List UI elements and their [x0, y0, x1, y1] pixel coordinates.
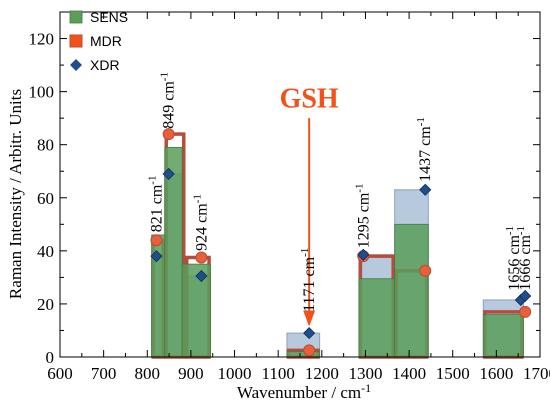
legend-label: SENS [90, 9, 128, 25]
peak-label: 1656 cm-1 [504, 226, 523, 291]
y-tick-label: 20 [37, 295, 54, 314]
x-tick-label: 1600 [479, 364, 513, 383]
peak-label: 1171 cm-1 [299, 248, 318, 312]
y-tick-label: 0 [46, 348, 55, 367]
y-tick-label: 120 [29, 30, 55, 49]
gsh-arrow-head [303, 310, 316, 327]
xdr-point [419, 183, 432, 196]
x-tick-label: 1100 [261, 364, 294, 383]
sens-bar [394, 223, 429, 358]
axes-layer: 600 700 800 900 1000 1100 1200 1300 1400 1500 1600… [29, 11, 550, 383]
x-axis-title: Wavenumber / cm-1 [237, 381, 371, 402]
legend-swatch-sens [69, 10, 83, 24]
annotation-layer: GSH [280, 84, 339, 327]
y-axis-title: Raman Intensity / Arbitr. Units [6, 89, 25, 299]
sens-bar [358, 278, 396, 358]
x-tick-label: 600 [47, 364, 73, 383]
x-tick-label: 1300 [348, 364, 382, 383]
legend-swatch-xdr [70, 59, 82, 71]
mdr-point [162, 128, 175, 141]
peak-label: 1295 cm-1 [353, 183, 372, 248]
mdr-point [303, 344, 316, 357]
mdr-point [150, 234, 163, 247]
legend-label: XDR [90, 57, 120, 73]
y-tick-label: 60 [37, 189, 54, 208]
peak-label: 849 cm-1 [159, 72, 178, 129]
xdr-point [162, 167, 175, 180]
peak-label: 1437 cm-1 [415, 117, 434, 182]
sens-bar [482, 314, 524, 358]
peak-label: 821 cm-1 [146, 176, 165, 233]
xdr-point [150, 250, 163, 263]
plot-frame [59, 11, 541, 358]
peak-labels-layer: 821 cm-1 849 cm-1 924 cm-1 1171 cm-1 1295 cm… [146, 72, 534, 312]
xdr-point [357, 248, 370, 261]
y-tick-label: 40 [37, 242, 54, 261]
x-tick-label: 900 [178, 364, 204, 383]
legend: SENS MDR XDR [69, 9, 128, 73]
xdr-point [195, 269, 208, 283]
mdr-point [519, 305, 532, 318]
mdr-point [419, 264, 432, 277]
sens-bar [181, 263, 211, 358]
x-tick-label: 1200 [305, 364, 339, 383]
peak-label: 1666 cm-1 [515, 226, 534, 291]
x-tick-label: 1400 [392, 364, 426, 383]
sens-bar [164, 146, 183, 358]
legend-swatch-mdr [69, 34, 83, 48]
gsh-label: GSH [280, 84, 339, 115]
legend-label: MDR [90, 33, 122, 49]
xdr-point [519, 289, 532, 303]
x-tick-label: 800 [135, 364, 161, 383]
points-layer [150, 128, 532, 357]
mdr-point [195, 251, 208, 264]
x-tick-label: 1000 [218, 364, 252, 383]
x-tick-label: 700 [91, 364, 117, 383]
peak-label: 924 cm-1 [191, 194, 210, 251]
x-tick-label: 1500 [436, 364, 470, 383]
y-tick-label: 100 [29, 83, 55, 102]
xdr-point [303, 327, 316, 340]
y-tick-label: 80 [37, 136, 54, 155]
